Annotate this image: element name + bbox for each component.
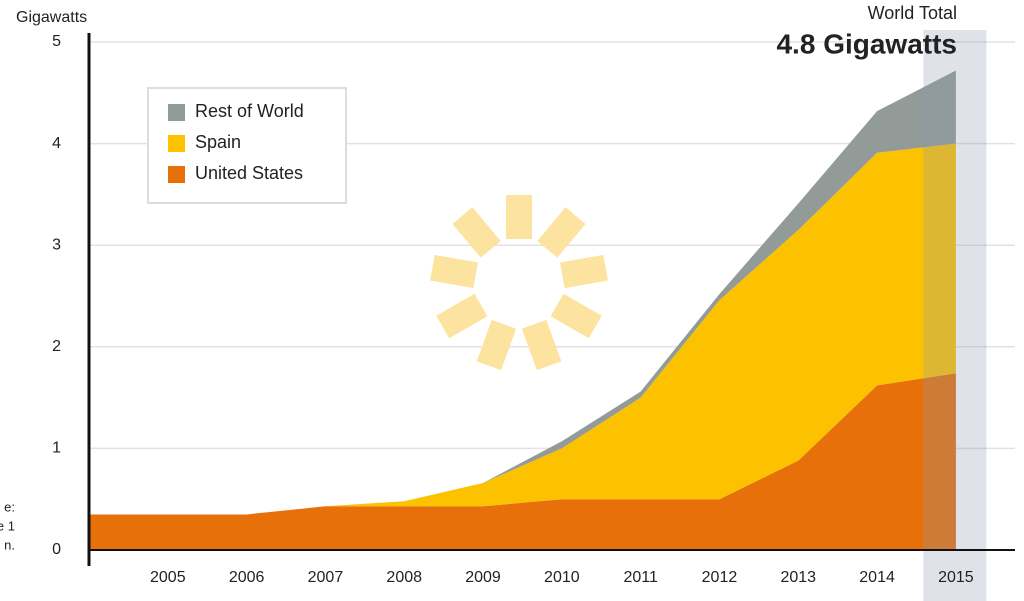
side-note: e: <box>4 499 15 514</box>
x-tick-label: 2005 <box>150 569 186 586</box>
legend-swatch <box>168 104 185 121</box>
legend-label: Rest of World <box>195 101 304 121</box>
x-tick-label: 2008 <box>386 569 422 586</box>
x-tick-label: 2009 <box>465 569 501 586</box>
legend-label: Spain <box>195 132 241 152</box>
x-tick-label: 2013 <box>780 569 816 586</box>
annotation-label: World Total <box>868 3 957 23</box>
x-tick-label: 2012 <box>702 569 738 586</box>
y-tick-label: 5 <box>52 33 61 50</box>
y-tick-label: 4 <box>52 135 61 152</box>
legend: United States Spain Rest of World <box>168 101 304 183</box>
side-note: e 1 <box>0 518 15 533</box>
x-tick-label: 2015 <box>938 569 974 586</box>
x-tick-label: 2010 <box>544 569 580 586</box>
side-note: n. <box>4 537 15 552</box>
y-tick-label: 1 <box>52 440 61 457</box>
area <box>89 373 956 550</box>
legend-swatch <box>168 135 185 152</box>
y-tick-label: 2 <box>52 338 61 355</box>
x-tick-label: 2011 <box>623 569 658 586</box>
area <box>89 143 956 515</box>
annotation-value: 4.8 Gigawatts <box>776 28 957 59</box>
highlight-band <box>923 30 987 601</box>
highlight-layer <box>923 30 987 601</box>
legend-swatch <box>168 166 185 183</box>
x-tick-label: 2014 <box>859 569 895 586</box>
x-tick-label: 2007 <box>308 569 344 586</box>
y-tick-label: 3 <box>52 236 61 253</box>
legend-label: United States <box>195 163 303 183</box>
y-tick-label: 0 <box>52 541 61 558</box>
areas-layer <box>89 70 956 550</box>
y-axis-label: Gigawatts <box>16 9 87 26</box>
axes-layer: 0 1 2 3 4 5 2005 2006 2007 2008 2009 2010 2011 2012 20… <box>52 33 1015 586</box>
x-tick-label: 2006 <box>229 569 265 586</box>
sun-icon <box>430 195 608 371</box>
